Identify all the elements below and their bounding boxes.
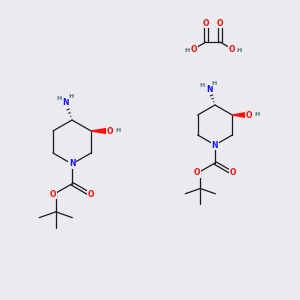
Text: H: H — [115, 128, 120, 134]
Text: H: H — [68, 94, 73, 99]
Text: H: H — [255, 112, 260, 118]
Text: H: H — [236, 49, 242, 53]
Text: H: H — [184, 49, 190, 53]
Text: O: O — [229, 44, 236, 53]
Text: N: N — [69, 160, 75, 169]
Text: N: N — [206, 85, 212, 94]
Text: H: H — [212, 80, 217, 86]
Text: O: O — [230, 168, 236, 177]
Text: O: O — [50, 190, 56, 199]
Text: O: O — [203, 19, 209, 28]
Text: H: H — [56, 96, 61, 101]
Text: O: O — [217, 19, 223, 28]
Text: N: N — [62, 98, 69, 107]
Text: O: O — [106, 127, 113, 136]
Text: O: O — [194, 168, 200, 177]
Text: N: N — [212, 140, 218, 149]
Polygon shape — [91, 128, 110, 134]
Polygon shape — [232, 112, 249, 118]
Text: H: H — [200, 82, 205, 88]
Text: O: O — [88, 190, 94, 199]
Text: O: O — [190, 44, 197, 53]
Text: O: O — [246, 110, 253, 119]
